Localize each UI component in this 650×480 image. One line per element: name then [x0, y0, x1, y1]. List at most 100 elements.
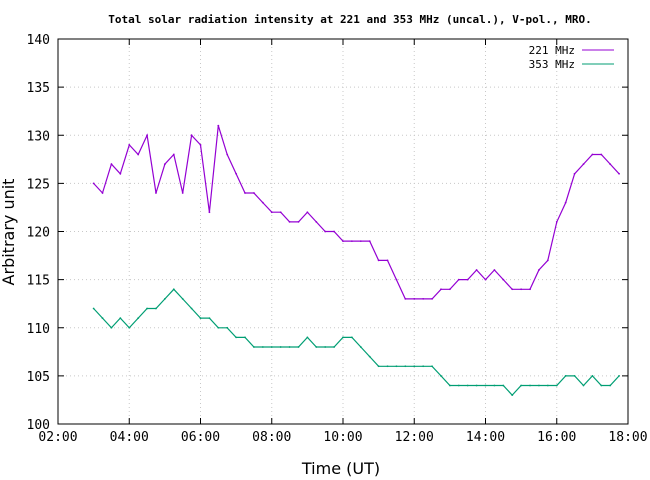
data-point [457, 384, 460, 387]
data-point [448, 384, 451, 387]
data-point [208, 211, 211, 214]
data-point [582, 384, 585, 387]
y-tick-label: 110 [27, 322, 50, 337]
data-point [564, 201, 567, 204]
data-point [564, 374, 567, 377]
data-point [146, 134, 148, 137]
data-point [413, 297, 416, 300]
data-point [440, 288, 442, 291]
data-point [235, 336, 238, 339]
data-point [288, 220, 291, 223]
data-point [422, 365, 425, 368]
data-point [217, 326, 220, 329]
legend-label-221: 221 MHz [529, 44, 575, 57]
data-point [511, 394, 514, 397]
data-point [600, 384, 603, 387]
data-point [333, 230, 335, 233]
y-tick-labels: 100 105 110 115 120 125 130 135 140 [27, 33, 50, 433]
data-point [155, 307, 157, 310]
data-point [163, 163, 166, 166]
data-point [101, 192, 104, 194]
series-line-1 [93, 288, 620, 396]
data-point [600, 153, 603, 156]
data-point [448, 288, 451, 291]
data-point [609, 384, 612, 387]
data-point [431, 365, 433, 368]
data-point [573, 374, 576, 377]
data-point [555, 220, 558, 223]
data-point [395, 365, 398, 368]
data-point [270, 211, 273, 214]
data-point [386, 365, 389, 368]
data-point [546, 384, 549, 387]
data-point [529, 384, 531, 387]
tick-marks [57, 38, 629, 425]
y-tick-label: 105 [27, 370, 50, 385]
data-point [359, 240, 362, 243]
data-point [172, 153, 175, 156]
data-point [199, 143, 202, 146]
data-point [351, 240, 353, 243]
data-point [520, 288, 523, 291]
data-point [511, 288, 514, 291]
data-point [546, 259, 549, 262]
data-point [377, 259, 380, 262]
data-point [351, 336, 353, 339]
data-point [315, 346, 318, 348]
data-point [244, 192, 246, 194]
data-point [92, 182, 95, 185]
data-point [279, 211, 282, 214]
data-point [484, 278, 487, 281]
data-point [288, 346, 291, 348]
data-point [502, 278, 505, 281]
data-point [573, 172, 576, 175]
data-point [128, 326, 131, 329]
x-axis-label: Time (UT) [301, 459, 380, 478]
chart-title: Total solar radiation intensity at 221 a… [108, 13, 591, 26]
data-point [155, 192, 157, 194]
data-point [440, 374, 442, 377]
data-point [306, 211, 309, 214]
data-point [297, 220, 300, 223]
data-point [475, 269, 478, 271]
data-point [386, 259, 389, 262]
data-point [226, 326, 229, 329]
series-line-0 [93, 125, 620, 300]
data-point [377, 365, 380, 368]
x-tick-label: 02:00 [38, 430, 77, 445]
data-point [315, 220, 318, 223]
x-tick-label: 12:00 [395, 430, 434, 445]
data-point [502, 384, 505, 387]
grid [58, 39, 628, 424]
data-point [582, 163, 585, 166]
data-point [555, 384, 558, 387]
data-point [217, 124, 220, 127]
x-tick-label: 08:00 [252, 430, 291, 445]
data-point [520, 384, 523, 387]
x-tick-label: 10:00 [323, 430, 362, 445]
data-point [591, 153, 594, 156]
data-point [493, 269, 496, 271]
data-point [190, 134, 193, 137]
data-point [110, 163, 113, 166]
data-point [324, 230, 327, 233]
data-point [253, 192, 255, 194]
y-axis-label: Arbitrary unit [0, 179, 18, 286]
x-tick-label: 16:00 [537, 430, 576, 445]
data-point [404, 297, 407, 300]
data-point [199, 317, 202, 320]
data-point [484, 384, 487, 387]
y-tick-label: 130 [27, 129, 50, 144]
data-point [618, 172, 620, 175]
data-point [457, 278, 460, 281]
x-tick-label: 18:00 [608, 430, 647, 445]
data-point [395, 278, 398, 281]
data-point [146, 307, 148, 310]
data-point [110, 326, 113, 329]
y-tick-label: 100 [27, 418, 50, 433]
data-point [181, 192, 184, 194]
data-point [190, 307, 193, 310]
plot-lines [92, 124, 620, 397]
data-point [342, 240, 344, 243]
